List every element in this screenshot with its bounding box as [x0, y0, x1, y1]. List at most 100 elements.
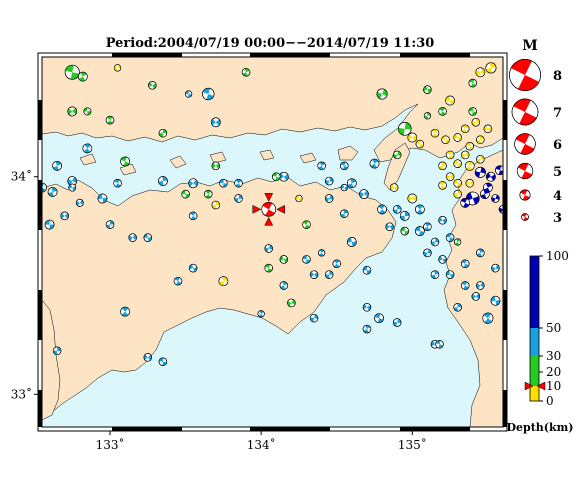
earthquake-mechanism [464, 160, 475, 171]
earthquake-mechanism [490, 295, 501, 306]
depth-tick-label: 30 [546, 349, 561, 363]
selected-event-marker [276, 204, 285, 214]
earthquake-mechanism [438, 181, 447, 190]
earthquake-mechanism [324, 176, 334, 186]
depth-scale-label: Depth(km) [507, 421, 574, 434]
magnitude-legend-ball [511, 98, 539, 126]
earthquake-mechanism [483, 124, 493, 134]
earthquake-mechanism [324, 194, 334, 203]
earthquake-mechanism [407, 193, 418, 204]
earthquake-mechanism [460, 197, 471, 208]
x-tick-label: 135˚ [398, 437, 427, 452]
axis-labels: 133˚ 134˚ 135˚ 33˚ 34˚ [11, 169, 427, 452]
earthquake-mechanism [278, 171, 289, 182]
earthquake-mechanism [185, 90, 193, 98]
earthquake-mechanism [460, 281, 470, 290]
earthquake-mechanism [435, 340, 444, 349]
earthquake-mechanism [430, 270, 440, 279]
earthquake-mechanism [430, 237, 440, 247]
earthquake-mechanism [438, 216, 447, 225]
earthquake-mechanism [445, 233, 455, 242]
earthquake-mechanism [173, 276, 183, 286]
earthquake-mechanism [475, 67, 486, 78]
earthquake-mechanism [476, 135, 485, 144]
earthquake-mechanism [362, 303, 372, 312]
earthquake-mechanism [309, 313, 319, 323]
selected-event-marker [264, 193, 274, 202]
earthquake-mechanism [188, 263, 198, 273]
earthquake-mechanism [491, 194, 500, 203]
earthquake-mechanism [445, 95, 455, 106]
earthquake-mechanism [407, 132, 418, 143]
earthquake-mechanism [318, 249, 326, 257]
earthquake-mechanism [453, 303, 462, 312]
x-tick-label: 134˚ [247, 437, 276, 452]
earthquake-mechanism [495, 165, 503, 176]
earthquake-mechanism [158, 128, 168, 138]
earthquake-mechanism [415, 226, 425, 236]
earthquake-mechanism [60, 211, 69, 221]
earthquake-mechanism [485, 62, 497, 74]
earthquake-mechanism [476, 281, 485, 290]
magnitude-legend-label: 3 [553, 211, 562, 226]
earthquake-mechanism [453, 179, 462, 188]
earthquake-mechanism [359, 189, 369, 199]
magnitude-legend-ball [519, 189, 531, 201]
earthquake-mechanism [445, 270, 455, 279]
earthquake-mechanism [471, 118, 481, 127]
earthquake-mechanism [181, 189, 190, 199]
earthquake-mechanism [295, 194, 303, 203]
map-title: Period:2004/07/19 00:00−−2014/07/19 11:3… [106, 36, 435, 51]
earthquake-mechanism [415, 139, 425, 149]
depth-band [530, 256, 539, 328]
x-tick-label: 133˚ [96, 437, 125, 452]
earthquake-mechanism [465, 142, 474, 151]
earthquake-mechanism [42, 182, 47, 193]
earthquake-mechanism [287, 298, 296, 308]
earthquake-mechanism [453, 159, 462, 168]
earthquake-mechanism [430, 128, 440, 138]
earthquake-mechanism [324, 270, 334, 279]
selected-event-mechanism [261, 202, 277, 217]
earthquake-mechanism [113, 64, 122, 72]
earthquake-mechanism [241, 68, 251, 77]
earthquake-mechanism [362, 266, 372, 275]
earthquake-mechanism [332, 259, 341, 268]
earthquake-mechanism [68, 183, 77, 192]
earthquake-mechanism [128, 233, 137, 242]
earthquake-mechanism [219, 179, 228, 188]
land-kyushu [42, 299, 61, 421]
earthquake-mechanism [204, 189, 213, 199]
magnitude-legend-ball [521, 213, 529, 221]
earthquake-mechanism [317, 161, 326, 171]
earthquake-mechanism [83, 107, 92, 116]
earthquake-mechanism [143, 353, 153, 362]
map-frame [37, 52, 508, 432]
earthquake-mechanism [482, 312, 494, 324]
earthquake-mechanism [374, 313, 384, 324]
depth-marker [524, 381, 546, 391]
depth-band [530, 328, 539, 356]
earthquake-mechanism [148, 81, 157, 90]
earthquake-mechanism [460, 150, 470, 160]
earthquake-mechanism [158, 357, 168, 366]
earthquake-mechanism [105, 220, 115, 229]
earthquake-mechanism [468, 107, 477, 116]
depth-band [530, 356, 539, 386]
earthquake-mechanism [47, 187, 58, 197]
earthquake-mechanism [340, 209, 349, 218]
selected-event-marker [252, 204, 262, 214]
earthquake-mechanism [397, 122, 412, 136]
earthquake-mechanism [453, 189, 462, 199]
earthquake-mechanism [302, 220, 311, 229]
selected-event [252, 193, 285, 226]
earthquake-mechanism [454, 238, 462, 246]
land-awaji [383, 142, 411, 191]
earthquake-mechanism [392, 205, 402, 214]
earthquake-mechanism [279, 281, 289, 290]
earthquake-mechanism [399, 211, 410, 221]
earthquake-mechanism [460, 259, 470, 268]
earthquake-mechanism [476, 155, 485, 164]
earthquake-mechanism [210, 117, 221, 128]
